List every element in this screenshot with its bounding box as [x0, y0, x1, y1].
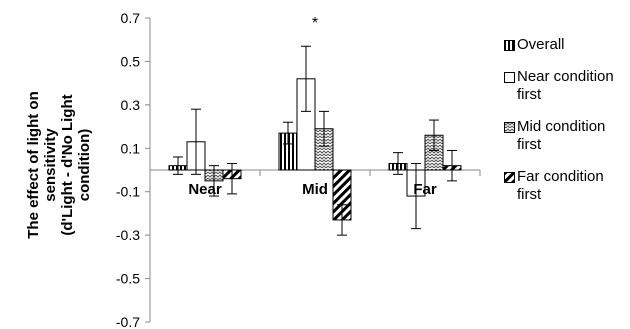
legend-swatch-diagonal-stripes [504, 172, 515, 183]
legend-item-near-first: Near condition first [504, 68, 626, 104]
y-axis-label: The effect of light on sensitivity (d'Li… [4, 20, 114, 310]
significance-annotation: * [312, 15, 318, 32]
category-label: Near [188, 181, 222, 198]
y-tick-label: 0.7 [121, 10, 141, 26]
y-tick-label: 0.5 [121, 53, 141, 69]
legend-label: Far condition first [517, 168, 604, 203]
legend-item-mid-first: Mid condition first [504, 118, 626, 154]
legend: Overall Near condition first Mid conditi… [504, 36, 626, 218]
category-label: Mid [302, 181, 328, 198]
y-axis-label-line-4: condition) [76, 128, 93, 202]
legend-item-overall: Overall [504, 36, 626, 54]
category-label: Far [413, 181, 437, 198]
y-tick-label: 0.1 [121, 140, 141, 156]
legend-label: Overall [517, 36, 565, 53]
y-axis-label-line-2: sensitivity [42, 128, 59, 202]
legend-swatch-vertical-stripes [504, 40, 515, 51]
legend-swatch-waves [504, 122, 515, 133]
labels: 0.7 0.5 0.3 0.1 -0.1 -0.3 -0.5 -0.7 Near Mid Far * [116, 10, 437, 329]
y-axis-label-line-1: The effect of light on [25, 91, 42, 239]
y-tick-label: -0.7 [116, 314, 140, 329]
y-tick-label: -0.3 [116, 227, 140, 243]
y-axis-label-line-3: (d'Light - d'No Light [59, 94, 76, 236]
y-tick-label: -0.1 [116, 184, 140, 200]
y-tick-label: 0.3 [121, 97, 141, 113]
y-tick-label: -0.5 [116, 271, 140, 287]
legend-label: Mid condition first [517, 118, 606, 153]
legend-label: Near condition first [517, 68, 614, 103]
legend-item-far-first: Far condition first [504, 168, 626, 204]
legend-swatch-empty [504, 72, 515, 83]
bars [168, 45, 462, 236]
